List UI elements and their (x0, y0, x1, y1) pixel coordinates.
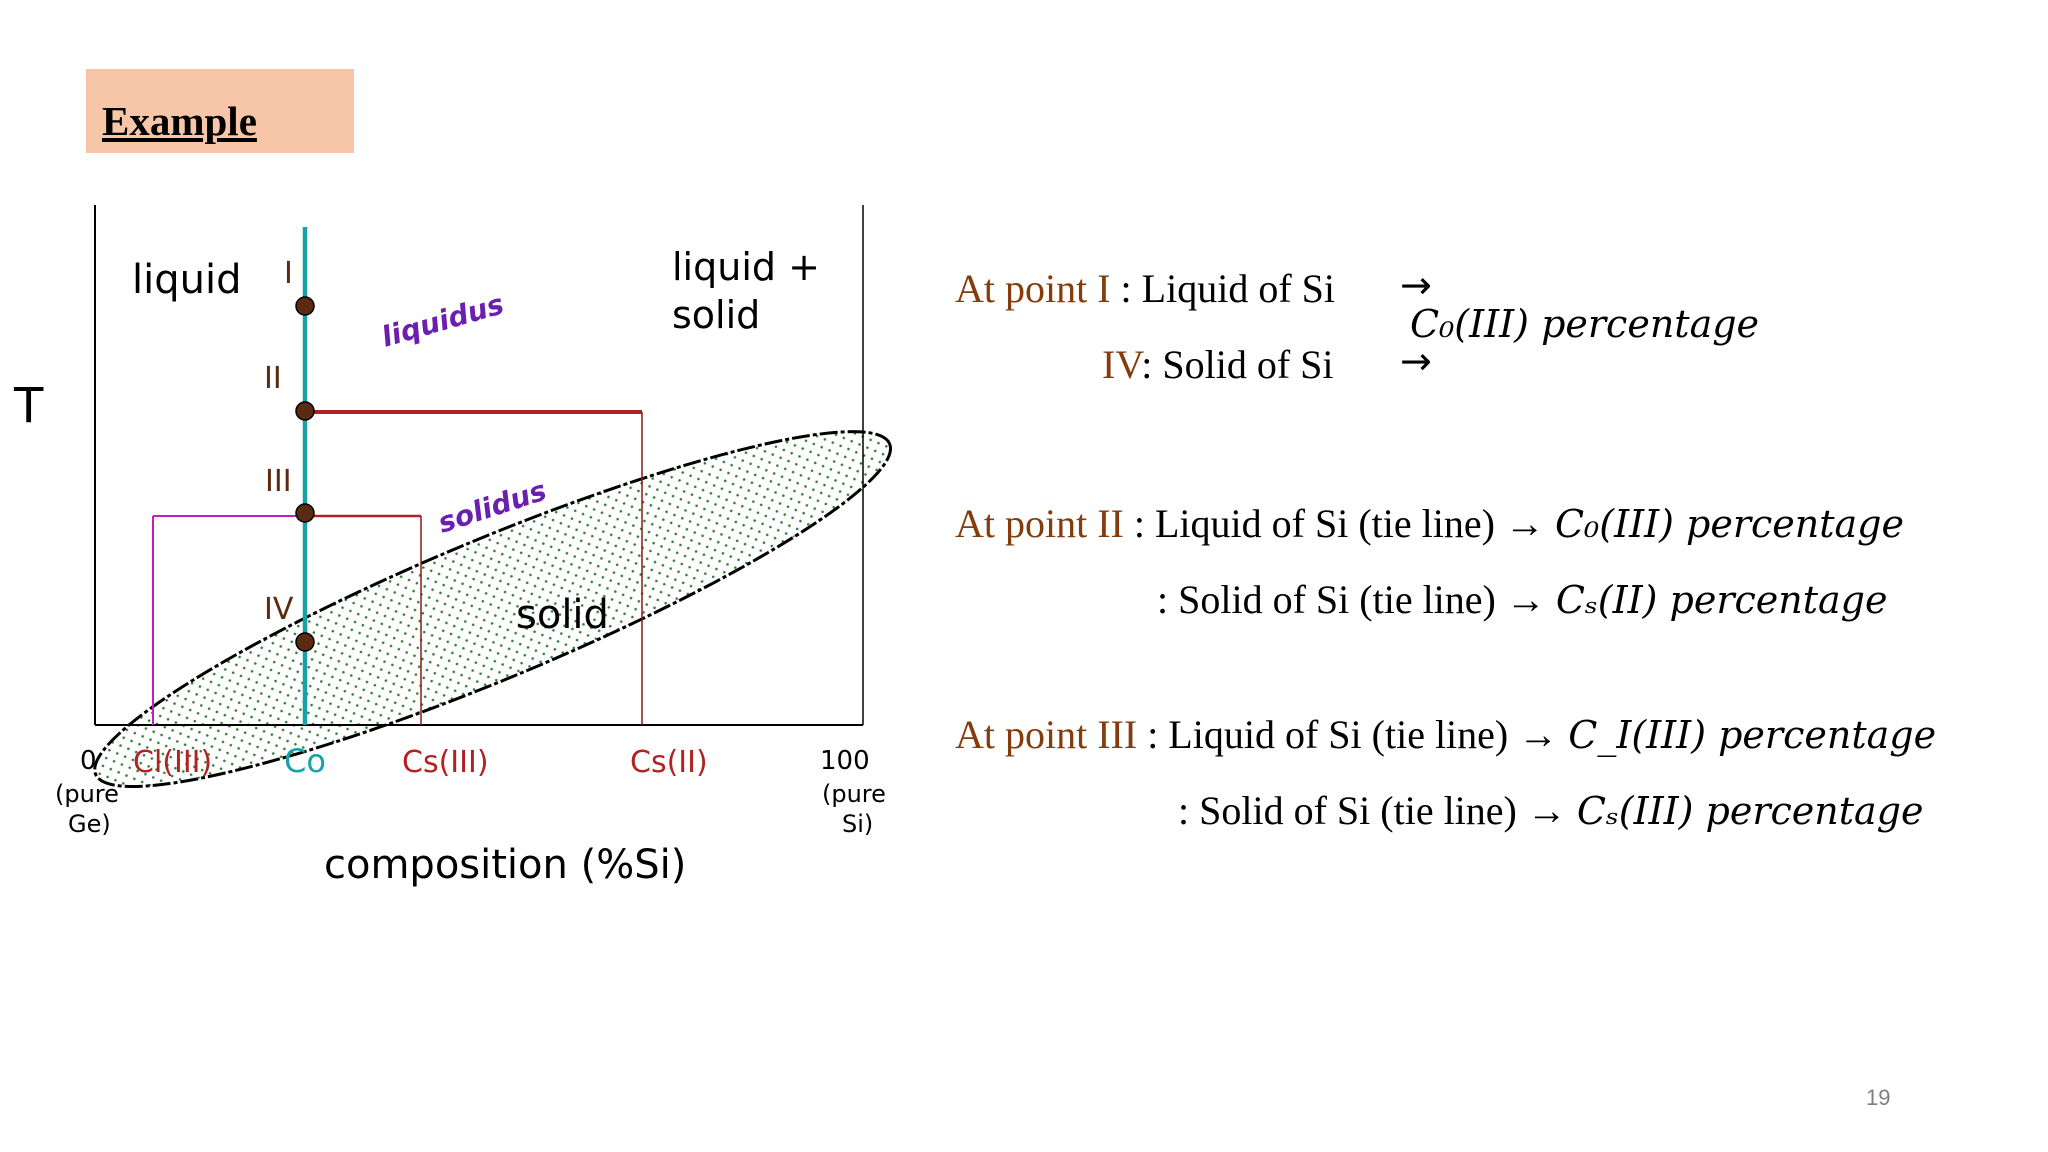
region-liquid-solid-label-1: liquid + (672, 245, 820, 289)
point-iv-solid-line: IV: Solid of Si (1102, 341, 1334, 388)
region-liquid-label: liquid (132, 257, 241, 303)
x-tick-0-note-1: (pure (55, 780, 119, 808)
point-i-marker (295, 296, 315, 316)
x-tick-100-note-2: Si) (842, 810, 873, 838)
point-iii-label: III (265, 464, 292, 499)
point-ii-solid-line: : Solid of Si (tie line) → Cₛ(II) percen… (1157, 576, 1887, 623)
page-number: 19 (1866, 1085, 1891, 1110)
liquidus-label: liquidus (378, 287, 508, 353)
point-iii-label-text: At point III (955, 712, 1138, 757)
region-solid-label: solid (516, 592, 609, 638)
point-iii-liquid-result: C_I(III) percentage (1568, 713, 1937, 757)
point-iv-solid-text: : Solid of Si (1141, 342, 1334, 387)
slide-title: Example (102, 98, 257, 144)
x-tick-100: 100 (820, 746, 870, 776)
point-ii-marker (295, 401, 315, 421)
point-iv-label: IV (264, 592, 294, 627)
x-tick-cs-ii: Cs(II) (630, 745, 708, 780)
two-phase-region (93, 430, 893, 789)
x-axis-title: composition (%Si) (324, 842, 686, 888)
point-iii-solid-text: : Solid of Si (tie line) → (1178, 788, 1577, 833)
region-liquid-solid-label-2: solid (672, 293, 760, 337)
point-ii-liquid-result: C₀(III) percentage (1554, 502, 1904, 546)
x-tick-0-note-2: Ge) (68, 810, 111, 838)
point-iii-liquid-line: At point III : Liquid of Si (tie line) →… (955, 711, 1936, 758)
x-tick-cl-iii: Cl(III) (133, 745, 212, 780)
point-iv-label-text: IV (1102, 342, 1142, 387)
point-iii-solid-line: : Solid of Si (tie line) → Cₛ(III) perce… (1178, 787, 1923, 834)
x-tick-0: 0 (80, 746, 97, 776)
point-i-liquid-text: : Liquid of Si (1110, 266, 1335, 311)
x-tick-cs-iii: Cs(III) (402, 745, 489, 780)
point-i-arrow-2: → (1400, 339, 1432, 383)
point-ii-liquid-text: : Liquid of Si (tie line) → (1123, 501, 1555, 546)
temperature-axis-label: T (14, 378, 44, 434)
point-ii-solid-result: Cₛ(II) percentage (1555, 578, 1888, 622)
point-i-label-text: At point I (955, 266, 1111, 311)
phase-diagram: I II III IV liquid liquid + solid solid … (55, 205, 893, 888)
point-ii-solid-text: : Solid of Si (tie line) → (1157, 577, 1556, 622)
point-i-result: C₀(III) percentage (1410, 302, 1760, 346)
point-iii-solid-result: Cₛ(III) percentage (1576, 789, 1924, 833)
point-iii-marker (295, 503, 315, 523)
point-iv-marker (295, 632, 315, 652)
point-ii-liquid-line: At point II : Liquid of Si (tie line) → … (955, 500, 1904, 547)
point-i-label: I (284, 256, 293, 291)
point-iii-liquid-text: : Liquid of Si (tie line) → (1137, 712, 1569, 757)
point-ii-label: II (264, 361, 282, 396)
x-tick-co: Co (284, 742, 326, 780)
title-box: Example (86, 69, 354, 153)
point-i-liquid-line: At point I : Liquid of Si (955, 265, 1335, 312)
point-i-arrow-1: → (1400, 263, 1432, 307)
point-ii-label-text: At point II (955, 501, 1124, 546)
x-tick-100-note-1: (pure (822, 780, 886, 808)
